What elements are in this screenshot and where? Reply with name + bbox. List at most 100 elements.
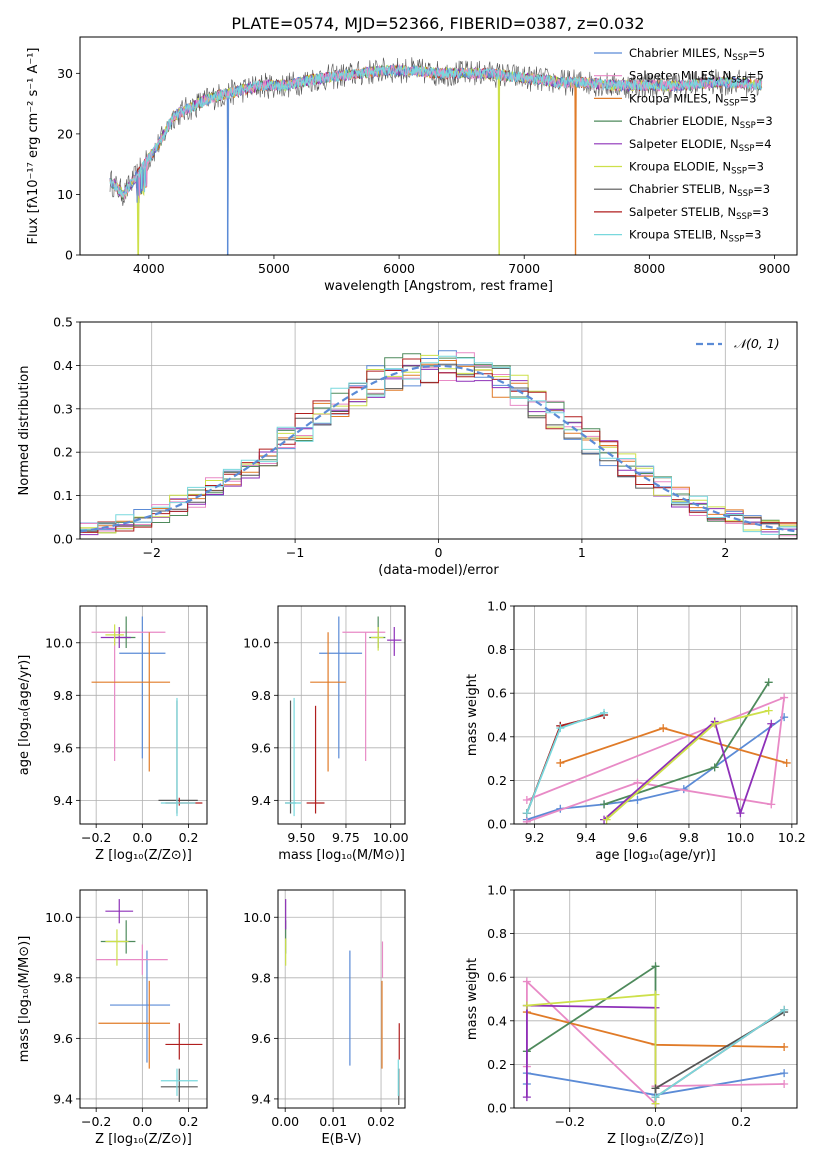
axes-frame bbox=[513, 889, 798, 1109]
y-tick-label: 0.0 bbox=[487, 817, 507, 832]
weight-point bbox=[659, 724, 668, 733]
legend-suffix: =4 bbox=[755, 137, 772, 151]
legend-label: Salpeter MILES, N bbox=[629, 69, 731, 83]
x-axis-label: wavelength [Angstrom, rest frame] bbox=[324, 279, 553, 294]
weight-point bbox=[556, 724, 565, 733]
axes-frame bbox=[79, 36, 798, 256]
y-tick-label: 0.6 bbox=[487, 686, 507, 701]
x-tick-label: 9.6 bbox=[628, 830, 648, 845]
x-tick-label: 0.02 bbox=[367, 1114, 395, 1129]
weight-line-kroupa-stelib bbox=[654, 1009, 785, 1098]
legend-sub: SSP bbox=[731, 76, 747, 86]
axes-frame bbox=[277, 889, 406, 1109]
x-tick-label: 8000 bbox=[633, 261, 665, 276]
legend-entry: Chabrier ELODIE, NSSP=3 bbox=[629, 114, 773, 131]
weight-point bbox=[710, 763, 719, 772]
legend-label: Chabrier STELIB, N bbox=[629, 182, 737, 196]
y-tick-label: 9.4 bbox=[53, 1091, 73, 1106]
weight-line-salpeter-elodie bbox=[526, 1004, 657, 1104]
legend-entry: Kroupa MILES, NSSP=3 bbox=[629, 91, 756, 108]
y-axis-label: age [log₁₀(age/yr)] bbox=[17, 655, 32, 776]
weight-point bbox=[522, 796, 531, 805]
y-tick-label: 9.4 bbox=[251, 1091, 271, 1106]
x-tick-label: 9.8 bbox=[679, 830, 699, 845]
y-tick-label: 9.6 bbox=[53, 740, 73, 755]
weight-line-chabrier-miles bbox=[526, 716, 785, 821]
panel-age-vs-Z: −0.2 0.0 0.2 9.4 9.6 9.8 10.0 Z [log₁₀(Z/Z⊙)] ag… bbox=[17, 605, 208, 863]
panel-mass-vs-EBV: 0.00 0.01 0.02 9.4 9.6 9.8 10.0 E(B-V) bbox=[243, 889, 406, 1147]
x-tick-label: 0.2 bbox=[179, 1114, 199, 1129]
x-axis-label: Z [log₁₀(Z/Z⊙)] bbox=[95, 1132, 192, 1147]
plot-area bbox=[109, 57, 763, 255]
x-tick-label: 9.50 bbox=[287, 830, 315, 845]
y-tick-label: 9.6 bbox=[53, 1031, 73, 1046]
weight-point bbox=[710, 719, 719, 728]
spectrum-line-salpeter-miles bbox=[109, 63, 763, 201]
x-tick-label: −1 bbox=[286, 545, 304, 560]
legend-entry: Chabrier STELIB, NSSP=3 bbox=[629, 182, 770, 199]
legend-entry: Salpeter STELIB, NSSP=3 bbox=[629, 205, 769, 222]
x-tick-label: 0.01 bbox=[319, 1114, 347, 1129]
panel-spectrum: 4000 5000 6000 7000 8000 9000 0 10 20 30 wavelengt… bbox=[26, 36, 798, 294]
y-tick-label: 0.3 bbox=[53, 401, 73, 416]
y-tick-label: 0.4 bbox=[487, 729, 507, 744]
weight-point bbox=[780, 1080, 789, 1089]
legend-gaussian: 𝒩(0, 1) bbox=[734, 336, 780, 351]
x-tick-label: −0.2 bbox=[81, 830, 111, 845]
y-tick-label: 10.0 bbox=[45, 635, 73, 650]
legend-label: Kroupa STELIB, N bbox=[629, 228, 729, 242]
plot-area bbox=[96, 899, 203, 1102]
x-tick-label: 0.0 bbox=[132, 830, 152, 845]
y-tick-label: 9.6 bbox=[251, 1031, 271, 1046]
weight-line-kroupa-elodie bbox=[526, 993, 657, 1104]
y-tick-label: 9.8 bbox=[53, 688, 73, 703]
weight-point bbox=[522, 977, 531, 986]
y-axis-label: mass [log₁₀(M/M⊙)] bbox=[17, 936, 32, 1063]
y-tick-label: 0.8 bbox=[487, 926, 507, 941]
histogram-kroupa-stelib bbox=[80, 355, 797, 539]
legend-suffix: =3 bbox=[739, 91, 756, 105]
y-tick-label: 0.8 bbox=[487, 642, 507, 657]
x-tick-label: 10.0 bbox=[726, 830, 754, 845]
weight-point bbox=[600, 800, 609, 809]
plot-area bbox=[285, 616, 402, 817]
panel-mass-weight-vs-age: 9.2 9.4 9.6 9.8 10.0 10.2 0.0 0.2 0.4 0.6 0.8 1.0 ag… bbox=[465, 599, 806, 864]
legend-suffix: =3 bbox=[756, 114, 773, 128]
y-axis-label: Normed distribution bbox=[17, 366, 32, 496]
legend-label: Salpeter STELIB, N bbox=[629, 205, 736, 219]
x-tick-label: 0.2 bbox=[731, 1114, 751, 1129]
x-tick-label: 10.2 bbox=[778, 830, 806, 845]
weight-line-chabrier-elodie bbox=[526, 964, 657, 1089]
y-tick-label: 0.2 bbox=[487, 1057, 507, 1072]
weight-point bbox=[767, 800, 776, 809]
legend-suffix: =5 bbox=[747, 69, 764, 83]
y-tick-label: 9.6 bbox=[251, 740, 271, 755]
legend-sub: SSP bbox=[731, 167, 747, 177]
y-tick-label: 9.8 bbox=[53, 970, 73, 985]
legend-suffix: =5 bbox=[748, 46, 765, 60]
y-tick-label: 0.4 bbox=[53, 358, 73, 373]
figure-title: PLATE=0574, MJD=52366, FIBERID=0387, z=0… bbox=[231, 14, 644, 33]
weight-point bbox=[522, 1001, 531, 1010]
x-axis-label: E(B-V) bbox=[321, 1132, 361, 1147]
x-tick-label: 9.4 bbox=[576, 830, 596, 845]
weight-point bbox=[780, 1042, 789, 1051]
weight-point bbox=[633, 778, 642, 787]
plot-area bbox=[522, 962, 789, 1108]
weight-line-salpeter-elodie bbox=[603, 719, 773, 821]
axes-frame bbox=[79, 321, 798, 540]
x-tick-label: 5000 bbox=[258, 261, 290, 276]
weight-point bbox=[633, 796, 642, 805]
y-tick-label: 0.2 bbox=[53, 445, 73, 460]
weight-point bbox=[764, 706, 773, 715]
panel-mass-vs-Z: −0.2 0.0 0.2 9.4 9.6 9.8 10.0 Z [log₁₀(Z/Z⊙)] ma… bbox=[17, 889, 208, 1147]
x-tick-label: 10.00 bbox=[373, 830, 409, 845]
legend-suffix: =3 bbox=[752, 205, 769, 219]
legend-sub: SSP bbox=[737, 189, 753, 199]
x-tick-label: 1 bbox=[578, 545, 586, 560]
x-tick-label: −0.2 bbox=[555, 1114, 585, 1129]
y-tick-label: 10.0 bbox=[243, 635, 271, 650]
x-axis-label: (data-model)/error bbox=[378, 563, 499, 578]
legend-label: Kroupa ELODIE, N bbox=[629, 160, 731, 174]
y-tick-label: 1.0 bbox=[487, 599, 507, 614]
